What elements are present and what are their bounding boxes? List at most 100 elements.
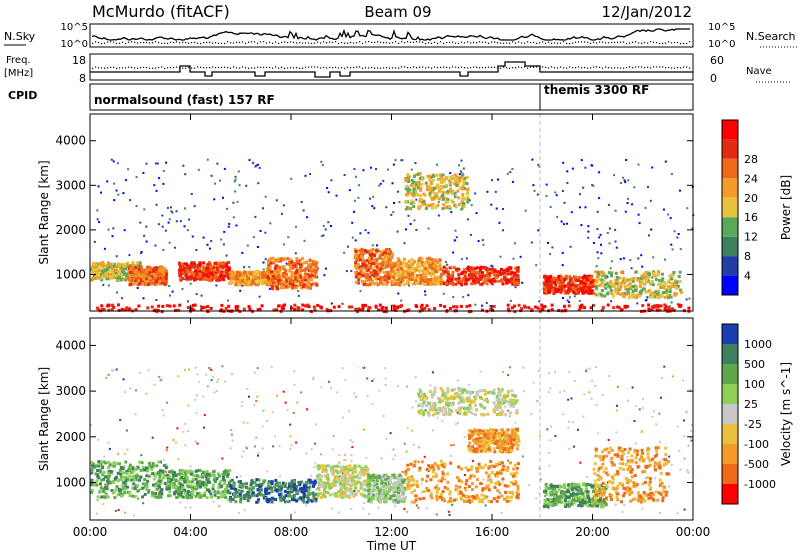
power-cell [199,273,203,277]
power-cell [100,276,104,280]
power-cell [460,173,464,177]
nave-dot [608,67,610,69]
power-cell [248,266,251,268]
velocity-cell [165,473,169,477]
power-cell [483,276,487,280]
power-cell [521,281,524,284]
power-cell [269,275,273,279]
power-cell [592,242,595,244]
power-cell [484,267,488,270]
power-cell [372,195,375,198]
velocity-cell [184,444,187,447]
power-cell [614,287,618,291]
velocity-cell [436,484,439,487]
search-noise-dot [554,42,556,44]
power-cell [446,198,450,202]
velocity-cell [238,511,241,514]
power-cell [491,265,494,268]
power-cell [363,248,367,252]
power-cell [305,286,309,290]
power-cell [551,246,554,249]
power-cell [490,282,494,286]
power-cell [677,275,681,278]
power-cell [197,267,201,271]
nave-dot [347,66,349,68]
cpid-label: CPID [8,89,37,102]
nave-dot [305,66,307,68]
power-cell [405,228,407,231]
power-cell [371,205,374,208]
power-cell [237,170,240,173]
power-cell [225,264,229,268]
nave-dot [251,67,253,69]
power-cell [468,199,471,202]
power-cell [348,189,351,192]
search-noise-dot [314,42,316,44]
power-cell [652,291,656,295]
power-cell [345,270,348,273]
power-cell [323,274,326,277]
velocity-cell [507,392,510,395]
power-cell [138,279,142,283]
nave-dot [500,67,502,69]
velocity-cell [343,459,346,462]
power-cell [423,306,427,310]
velocity-cell [571,421,574,424]
velocity-cell [456,379,459,382]
power-cell [567,288,571,292]
power-cell [656,270,660,274]
power-cell [153,267,157,270]
velocity-cell [254,445,257,448]
power-cell [429,182,433,185]
power-cell [256,246,259,248]
power-cell [449,187,452,191]
search-noise-dot [587,41,589,43]
power-cell [413,260,417,264]
velocity-cell [313,466,316,469]
nave-dot [125,67,127,69]
search-noise-dot [521,42,523,44]
power-cell [458,164,460,167]
velocity-cell [158,479,162,483]
power-cell [383,249,387,253]
power-cell [555,290,559,294]
velocity-cell [274,435,277,438]
velocity-cell [621,511,624,513]
power-cell [191,265,195,269]
power-cell [640,274,644,278]
velocity-cell [176,492,180,496]
power-cell [232,201,235,204]
power-cell [235,224,238,227]
power-cell [249,271,253,275]
velocity-cell [146,469,150,473]
power-cell [327,191,330,194]
power-cell [253,270,257,274]
nave-dot [434,66,436,68]
power-cell [469,282,473,286]
search-noise-dot [572,42,574,44]
power-cell [297,260,301,264]
power-cell [158,279,162,283]
power-cell [455,175,459,179]
power-cell [280,306,284,310]
search-noise-dot [422,41,424,43]
power-cell [307,283,311,287]
nave-dot [140,67,142,69]
power-cell [527,306,531,310]
power-cell [373,265,377,269]
velocity-cell [614,503,617,506]
power-cell [155,299,158,301]
search-noise-dot [632,41,634,43]
velocity-cell [166,401,169,404]
velocity-cell [138,460,142,464]
power-cell [444,270,448,274]
velocity-cell [314,462,317,465]
power-cell [466,265,470,269]
power-cell [124,278,127,282]
power-cell [256,163,259,166]
power-cell [640,279,644,283]
velocity-cell [471,459,474,462]
velocity-cell [401,471,404,473]
power-cell [262,268,265,271]
velocity-cell [246,422,249,425]
